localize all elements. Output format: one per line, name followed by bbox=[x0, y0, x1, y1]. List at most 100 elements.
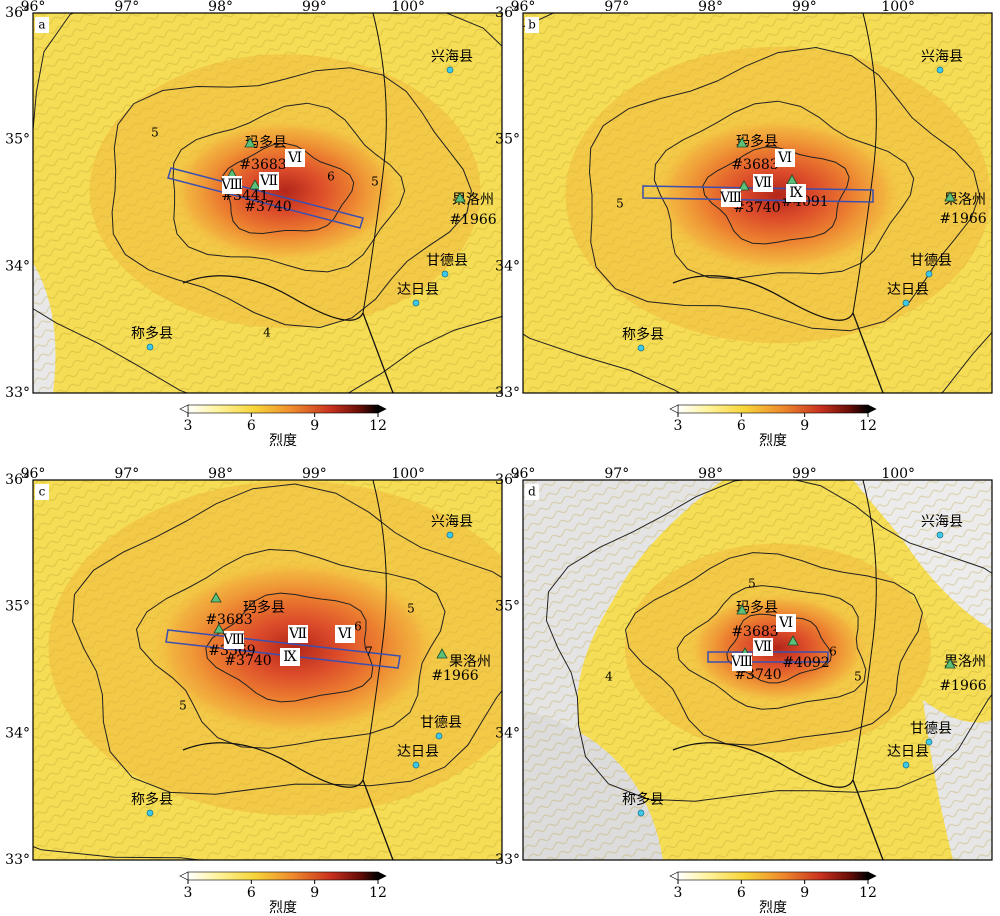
lon-tick-label: 96° bbox=[511, 0, 536, 15]
label-box bbox=[753, 638, 773, 656]
map-frame bbox=[522, 479, 993, 861]
label-box bbox=[288, 625, 308, 643]
colorbar-tick-label: 3 bbox=[674, 418, 683, 434]
contour bbox=[523, 13, 992, 393]
colorbar-tick-label: 6 bbox=[737, 418, 746, 434]
colorbar-end bbox=[377, 871, 387, 881]
boundary bbox=[672, 275, 884, 393]
city-dot bbox=[902, 761, 910, 769]
lon-tick-label: 97° bbox=[114, 0, 139, 15]
label-box bbox=[224, 631, 244, 649]
contour bbox=[111, 67, 473, 329]
lon-tick-label: 99° bbox=[302, 466, 327, 482]
station-label: #1966 bbox=[939, 211, 986, 227]
contour-label: 6 bbox=[829, 645, 837, 659]
city-label: 称多县 bbox=[131, 791, 173, 808]
city-dot bbox=[936, 66, 944, 74]
map-panel: 5兴海县玛多县果洛州甘德县达日县称多县#3683#3740#4091#1966Ⅵ… bbox=[495, 0, 993, 449]
city-label: 称多县 bbox=[622, 326, 664, 343]
intensity-label: Ⅸ bbox=[789, 185, 803, 201]
lon-tick-label: 96° bbox=[21, 466, 46, 482]
contour bbox=[726, 613, 832, 684]
label-box bbox=[753, 174, 773, 192]
station-label: #3740 bbox=[733, 200, 780, 216]
map-frame bbox=[32, 12, 503, 394]
lat-tick-label: 34° bbox=[5, 725, 30, 741]
lon-tick-label: 96° bbox=[511, 466, 536, 482]
colorbar bbox=[677, 871, 869, 881]
station-marker bbox=[736, 137, 748, 148]
station-marker bbox=[944, 658, 956, 669]
label-box bbox=[775, 149, 795, 167]
intensity-label: Ⅷ bbox=[730, 654, 753, 670]
lat-tick-label: 35° bbox=[5, 599, 30, 615]
colorbar-end bbox=[179, 404, 189, 414]
station-label: #1966 bbox=[449, 212, 496, 228]
colorbar-end bbox=[669, 871, 679, 881]
colorbar-tick-label: 12 bbox=[859, 885, 877, 901]
lon-tick-label: 97° bbox=[604, 0, 629, 15]
intensity-label: Ⅵ bbox=[337, 626, 352, 642]
lat-tick-label: 36° bbox=[5, 472, 30, 488]
intensity-label: Ⅵ bbox=[287, 150, 302, 166]
map-body bbox=[33, 480, 502, 860]
label-box bbox=[335, 625, 355, 643]
colorbar-end bbox=[867, 404, 877, 414]
boundary bbox=[182, 742, 394, 860]
city-label: 甘德县 bbox=[426, 253, 468, 269]
station-marker bbox=[210, 592, 222, 603]
city-dot bbox=[146, 343, 154, 351]
lon-tick-label: 96° bbox=[21, 0, 46, 15]
label-box bbox=[776, 614, 796, 632]
map-panel: 5654兴海县玛多县果洛州甘德县达日县称多县#3683#4092#3740#19… bbox=[495, 466, 993, 916]
station-label: #3683 bbox=[239, 157, 286, 173]
intensity-zone bbox=[170, 119, 400, 263]
city-label: 玛多县 bbox=[245, 134, 287, 151]
colorbar-tick-label: 12 bbox=[369, 418, 387, 434]
contour bbox=[72, 483, 502, 795]
station-label: #1966 bbox=[939, 678, 986, 694]
lat-tick-label: 34° bbox=[495, 258, 520, 274]
map-body bbox=[33, 13, 502, 393]
fault-zone bbox=[167, 167, 364, 229]
colorbar-end bbox=[669, 404, 679, 414]
city-label: 果洛州 bbox=[944, 654, 986, 670]
station-label: #3740 bbox=[244, 199, 291, 215]
lon-tick-label: 98° bbox=[208, 466, 233, 482]
contour-label: 5 bbox=[371, 175, 379, 189]
city-label: 达日县 bbox=[397, 282, 439, 298]
station-label: #1966 bbox=[431, 668, 478, 684]
contour bbox=[172, 102, 406, 273]
contour-label: 5 bbox=[179, 699, 187, 713]
boundary bbox=[852, 13, 877, 314]
contour bbox=[588, 46, 981, 332]
contour bbox=[624, 552, 923, 746]
lat-tick-label: 35° bbox=[5, 132, 30, 148]
intensity-label: Ⅷ bbox=[220, 177, 243, 193]
colorbar-label: 烈度 bbox=[759, 433, 787, 449]
lat-tick-label: 34° bbox=[5, 258, 30, 274]
intensity-label: Ⅷ bbox=[222, 632, 245, 648]
contour bbox=[33, 13, 502, 393]
contour-label: 5 bbox=[854, 670, 862, 684]
contour-label: 5 bbox=[748, 577, 756, 591]
intensity-zone bbox=[653, 117, 903, 273]
label-box bbox=[285, 149, 305, 167]
colorbar-end bbox=[179, 871, 189, 881]
city-label: 果洛州 bbox=[449, 654, 491, 670]
fault-zone bbox=[707, 651, 829, 663]
panel-letter: b bbox=[528, 18, 536, 32]
boundary bbox=[672, 742, 884, 860]
colorbar-tick-label: 9 bbox=[310, 885, 319, 901]
lat-tick-label: 36° bbox=[495, 5, 520, 21]
colorbar-tick-label: 9 bbox=[800, 418, 809, 434]
lat-tick-label: 33° bbox=[5, 385, 30, 401]
panel-letter: d bbox=[528, 485, 536, 499]
station-marker bbox=[787, 635, 799, 646]
colorbar-tick-label: 3 bbox=[184, 418, 193, 434]
colorbar-tick-label: 12 bbox=[859, 418, 877, 434]
city-label: 称多县 bbox=[622, 791, 664, 808]
city-dot bbox=[441, 270, 449, 278]
contour bbox=[205, 592, 374, 703]
